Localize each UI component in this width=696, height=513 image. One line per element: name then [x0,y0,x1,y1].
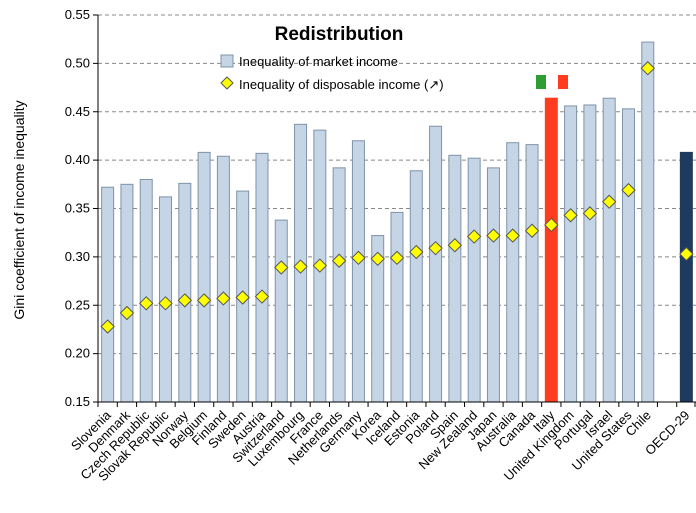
marker-disposable-income [409,244,424,260]
y-tick-label: 0.50 [65,55,90,70]
chart-title: Redistribution [275,24,404,45]
y-tick-label: 0.35 [65,201,90,216]
bar-market-income [525,144,539,403]
bar-market-income [178,182,192,403]
legend-swatch-market [220,54,234,68]
bar-market-income [467,157,481,403]
marker-disposable-income [158,296,173,311]
marker-disposable-income [351,250,366,266]
bar-market-income [274,219,288,403]
marker-disposable-income [601,194,617,209]
marker-disposable-income [621,182,636,198]
marker-disposable-income [563,208,578,223]
marker-disposable-income [331,253,347,268]
marker-disposable-income [196,293,212,308]
marker-disposable-income [139,296,154,311]
marker-disposable-income [679,246,694,262]
bar-market-income [486,167,500,403]
legend-label-market: Inequality of market income [239,54,398,69]
y-tick-label: 0.55 [65,7,90,22]
bar-market-income [448,154,462,403]
bar-market-income [101,186,115,403]
legend-marker-disposable [220,76,234,90]
bar-market-income [120,183,134,403]
bar-market-income [255,152,269,403]
bar-market-income [544,97,558,403]
marker-disposable-income [119,305,135,321]
legend-label-disposable: Inequality of disposable income (↗) [239,77,444,92]
bar-layer [101,41,693,403]
bar-market-income [602,97,616,403]
marker-disposable-income [235,290,250,305]
marker-disposable-income [544,217,559,233]
bar-market-income [197,151,211,403]
y-tick-label: 0.15 [65,394,90,409]
marker-disposable-income [312,258,328,273]
marker-disposable-income [274,260,289,275]
bar-market-income [332,167,346,403]
bar-market-income [506,142,520,403]
marker-disposable-income [486,228,501,243]
legend: Redistribution Inequality of market inco… [220,24,444,92]
bar-market-income [621,108,635,403]
bar-market-income [429,125,443,403]
bar-market-income [583,104,597,403]
flag-red-block [558,75,568,89]
bar-market-income [390,211,404,403]
y-axis-label: Gini coefficient of income inequality [11,100,27,319]
y-tick-label: 0.20 [65,346,90,361]
marker-disposable-income [254,289,270,304]
marker-disposable-income [466,229,482,244]
marker-disposable-income [370,251,385,267]
marker-disposable-income [216,291,231,306]
marker-disposable-income [524,223,540,238]
marker-disposable-income [428,240,443,256]
bar-market-income [409,170,423,403]
bar-market-income [641,41,655,403]
flag-green-block [536,75,546,89]
y-tick-label: 0.45 [65,104,90,119]
marker-disposable-income [582,206,598,221]
bar-market-income [139,178,153,403]
marker-layer [100,61,694,334]
marker-disposable-income [177,293,193,308]
marker-disposable-income [640,61,655,76]
marker-disposable-income [505,228,520,243]
marker-disposable-income [447,238,463,253]
bar-market-income [216,155,230,403]
marker-disposable-income [100,319,115,334]
bar-market-income [564,105,578,403]
marker-disposable-income [389,250,405,266]
y-tick-label: 0.30 [65,249,90,264]
y-tick-label: 0.40 [65,152,90,167]
bar-market-income [679,151,693,403]
italy-flag [536,75,568,89]
y-tick-label: 0.25 [65,297,90,312]
bar-market-income [351,140,365,403]
marker-disposable-income [293,259,308,274]
